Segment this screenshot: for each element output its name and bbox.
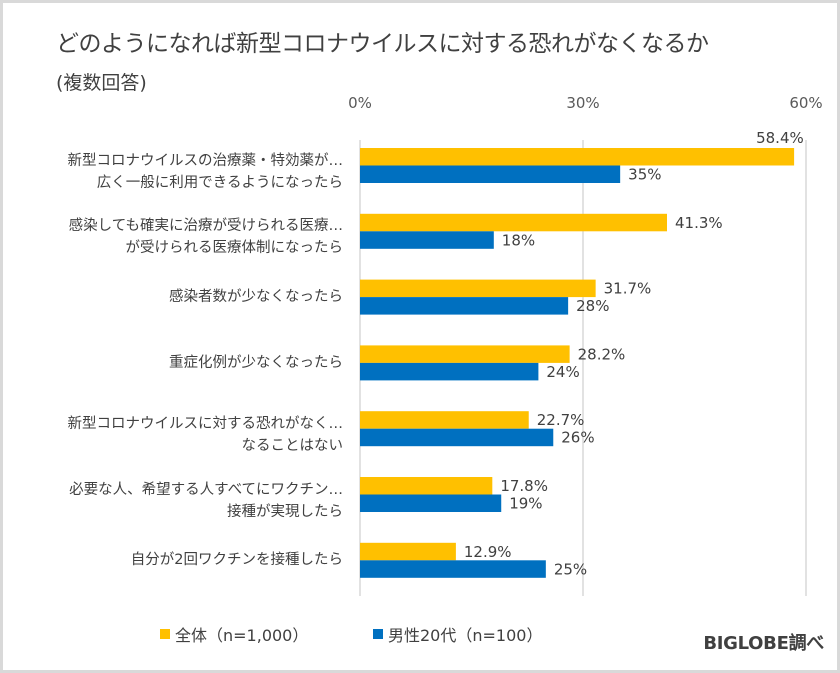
data-label: 18% (502, 231, 535, 249)
x-tick-label: 0% (348, 94, 372, 112)
bar-male20s (360, 231, 494, 249)
data-label: 17.8% (500, 477, 548, 495)
category-label-line: 接種が実現したら (227, 503, 343, 520)
data-label: 58.4% (756, 129, 804, 147)
category-label: 感染しても確実に治療が受けられる医療… が受けられる医療体制になったら (69, 215, 343, 259)
category-label-line: 広く一般に利用できるようになったら (96, 174, 343, 191)
category-label-line: 自分が2回ワクチンを接種したら (130, 552, 343, 569)
legend-label-all: 全体（n=1,000） (175, 626, 309, 645)
data-label: 19% (509, 495, 542, 513)
bar-male20s (360, 165, 621, 183)
category-label: 新型コロナウイルスの治療薬・特効薬が… 広く一般に利用できるようになったら (68, 150, 344, 194)
data-label: 25% (554, 560, 587, 578)
data-label: 26% (561, 429, 594, 447)
legend-swatch-male20s (373, 629, 383, 639)
category-label-line: 感染者数が少なくなったら (169, 289, 343, 306)
data-label: 31.7% (604, 280, 652, 298)
category-label-line: 新型コロナウイルスに対する恐れがなく… (67, 415, 344, 432)
data-label: 22.7% (537, 411, 585, 429)
category-label: 感染者数が少なくなったら (169, 286, 343, 308)
data-label: 12.9% (464, 543, 512, 561)
data-label: 35% (628, 166, 661, 184)
category-label: 必要な人、希望する人すべてにワクチン… 接種が実現したら (69, 479, 343, 523)
bar-all (360, 542, 456, 561)
category-label-line: 新型コロナウイルスの治療薬・特効薬が… (67, 152, 344, 169)
legend-label-male20s: 男性20代（n=100） (388, 626, 543, 645)
bar-male20s (360, 560, 546, 578)
category-label-line: 必要な人、希望する人すべてにワクチン… (69, 481, 343, 498)
category-label-line: なることはない (241, 437, 344, 454)
data-label: 41.3% (675, 214, 723, 232)
bar-all (360, 411, 529, 429)
chart-title: どのようになれば新型コロナウイルスに対する恐れがなくなるか (56, 31, 709, 57)
bar-all (360, 148, 795, 166)
bar-all (360, 279, 596, 298)
bar-male20s (360, 297, 569, 315)
source-credit: BIGLOBE調べ (703, 633, 824, 654)
category-label: 重症化例が少なくなったら (169, 352, 343, 374)
bar-all (360, 213, 667, 232)
x-tick-label: 60% (789, 94, 822, 112)
category-label: 新型コロナウイルスに対する恐れがなく… なることはない (68, 413, 344, 457)
legend-swatch-all (160, 629, 170, 639)
data-label: 24% (546, 363, 579, 381)
bar-all (360, 477, 493, 495)
data-label: 28% (576, 297, 609, 315)
legend-item-male20s: 男性20代（n=100） (373, 622, 542, 646)
bar-male20s (360, 494, 502, 512)
bar-male20s (360, 362, 539, 381)
bar-male20s (360, 428, 554, 447)
category-label-line: 重症化例が少なくなったら (169, 354, 343, 371)
category-label-line: が受けられる医療体制になったら (125, 240, 344, 257)
category-label: 自分が2回ワクチンを接種したら (131, 549, 343, 571)
legend-item-all: 全体（n=1,000） (160, 622, 308, 646)
data-label: 28.2% (578, 345, 626, 363)
bar-all (360, 345, 570, 363)
chart-subtitle: (複数回答) (56, 72, 147, 94)
category-label-line: 感染しても確実に治療が受けられる医療… (68, 218, 343, 235)
x-tick-label: 30% (566, 94, 599, 112)
